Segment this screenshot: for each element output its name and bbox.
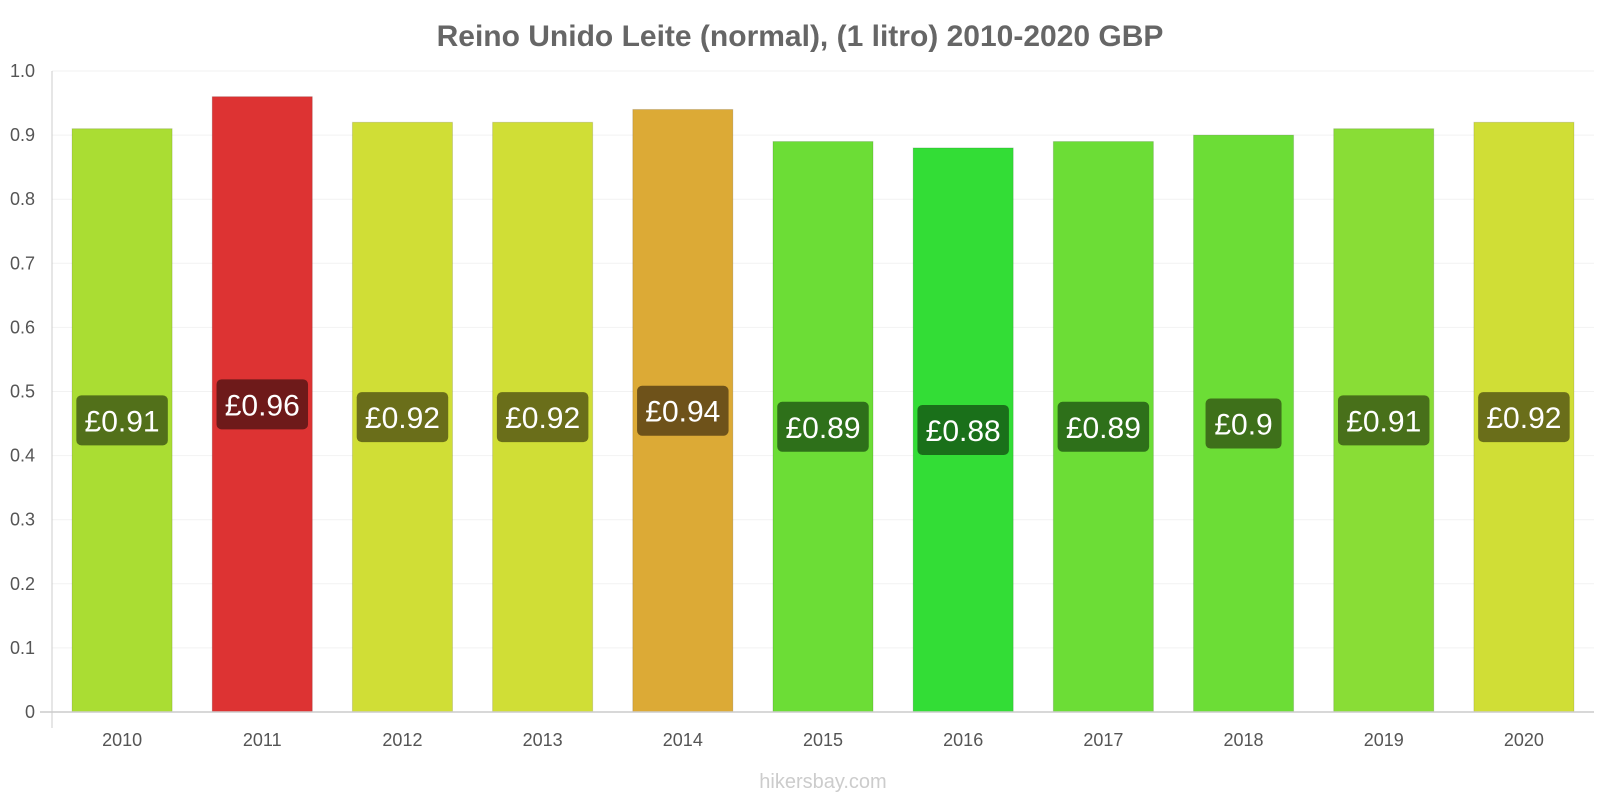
x-tick-label: 2020 — [1504, 730, 1544, 750]
x-tick-label: 2015 — [803, 730, 843, 750]
data-label: £0.92 — [356, 392, 449, 443]
y-tick-label: 0.3 — [10, 510, 35, 530]
data-label: £0.89 — [1057, 401, 1150, 452]
x-tick-label: 2018 — [1224, 730, 1264, 750]
data-label-bg — [1337, 395, 1430, 446]
data-label: £0.92 — [496, 392, 589, 443]
data-label-text: £0.89 — [785, 412, 860, 445]
x-tick-label: 2017 — [1083, 730, 1123, 750]
y-tick-label: 0.4 — [10, 446, 35, 466]
data-label: £0.9 — [1205, 398, 1282, 449]
y-tick-label: 0.1 — [10, 638, 35, 658]
data-label-bg — [777, 401, 869, 452]
axes: 0 0.1 0.2 0.3 0.4 0.5 0.6 0.7 0.8 0.9 1.0 2010 2011 2… — [10, 61, 1594, 750]
data-label: £0.89 — [777, 401, 869, 452]
data-label: £0.88 — [917, 404, 1009, 455]
data-label-bg — [496, 392, 589, 443]
y-tick-label: 1.0 — [10, 61, 35, 81]
data-label-text: £0.92 — [505, 402, 580, 435]
x-tick-label: 2013 — [523, 730, 563, 750]
data-label: £0.96 — [216, 379, 309, 430]
data-label-bg — [216, 379, 309, 430]
y-tick-label: 0.8 — [10, 189, 35, 209]
y-tick-label: 0.2 — [10, 574, 35, 594]
data-label-bg — [1478, 392, 1570, 443]
data-label-text: £0.94 — [645, 396, 720, 429]
data-label-text: £0.92 — [1486, 402, 1561, 435]
data-label-bg — [1057, 401, 1150, 452]
data-label-bg — [637, 385, 729, 436]
watermark: hikersbay.com — [759, 771, 886, 793]
data-label: £0.94 — [637, 385, 729, 436]
data-label-bg — [76, 395, 168, 446]
x-tick-label: 2019 — [1364, 730, 1404, 750]
data-label-text: £0.96 — [225, 389, 300, 422]
y-tick-label: 0 — [25, 702, 35, 722]
data-label: £0.91 — [1337, 395, 1430, 446]
data-label: £0.91 — [76, 395, 168, 446]
data-label-text: £0.91 — [1346, 405, 1421, 438]
y-tick-label: 0.5 — [10, 382, 35, 402]
data-label-text: £0.89 — [1066, 412, 1141, 445]
data-label-text: £0.9 — [1214, 409, 1272, 442]
y-tick-label: 0.6 — [10, 317, 35, 337]
x-tick-label: 2012 — [382, 730, 422, 750]
data-label-bg — [1205, 398, 1282, 449]
x-tick-label: 2016 — [943, 730, 983, 750]
data-label-text: £0.88 — [926, 415, 1001, 448]
chart-title: Reino Unido Leite (normal), (1 litro) 20… — [437, 20, 1164, 53]
x-tick-label: 2010 — [102, 730, 142, 750]
x-tick-label: 2011 — [243, 730, 282, 750]
data-label-text: £0.92 — [365, 402, 440, 435]
data-label-bg — [917, 404, 1009, 455]
data-label-text: £0.91 — [85, 405, 160, 438]
data-labels: £0.91 £0.96 £0.92 £0.92 £0.94 £0.89 £0.88 £0.89… — [76, 379, 1570, 455]
x-tick-label: 2014 — [663, 730, 703, 750]
data-label: £0.92 — [1478, 392, 1570, 443]
y-tick-label: 0.9 — [10, 125, 35, 145]
data-label-bg — [356, 392, 449, 443]
y-tick-label: 0.7 — [10, 253, 35, 273]
